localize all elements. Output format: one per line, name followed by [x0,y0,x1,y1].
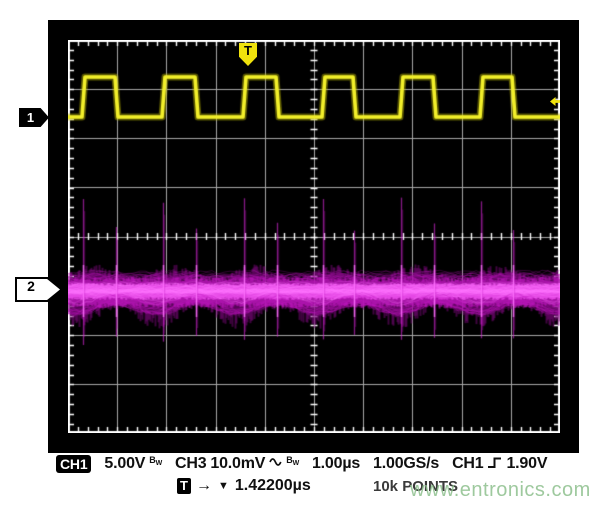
ac-coupling-icon [269,455,282,473]
ch3-label: CH3 [174,455,207,472]
trigger-position-marker: T [239,43,257,66]
channel2-marker-body [17,279,60,300]
channel1-marker-label: 1 [26,110,35,125]
channel2-marker-label: 2 [27,278,35,294]
scope-graticule-display [68,40,560,433]
rising-edge-icon [487,455,502,475]
ch1-scale: 5.00V [104,455,146,472]
channel1-marker: 1 [19,108,49,127]
trigger-position-label: T [244,43,252,58]
timebase-readout: 1.00µs [311,455,361,472]
arrow-right-icon: → [195,477,212,494]
readout-line2: T → ▼ 1.42200µs [177,477,311,495]
trigger-level: 1.90V [506,455,548,472]
ch1-badge: CH1 [56,455,92,473]
watermark: www.entronics.com [410,479,591,501]
trigger-source: CH1 [452,455,484,472]
ch3-scale: 10.0mV [210,455,266,472]
trigger-position-readout: 1.42200µs [234,477,311,494]
triangle-down-icon: ▼ [217,480,229,492]
trigger-level-arrow-icon [550,97,560,106]
trigger-readout-group: CH1 1.90V [452,455,547,475]
sample-rate-readout: 1.00GS/s [373,455,440,472]
trigger-badge: T [177,478,191,494]
record-length-readout: 10k POINTS [373,478,459,495]
